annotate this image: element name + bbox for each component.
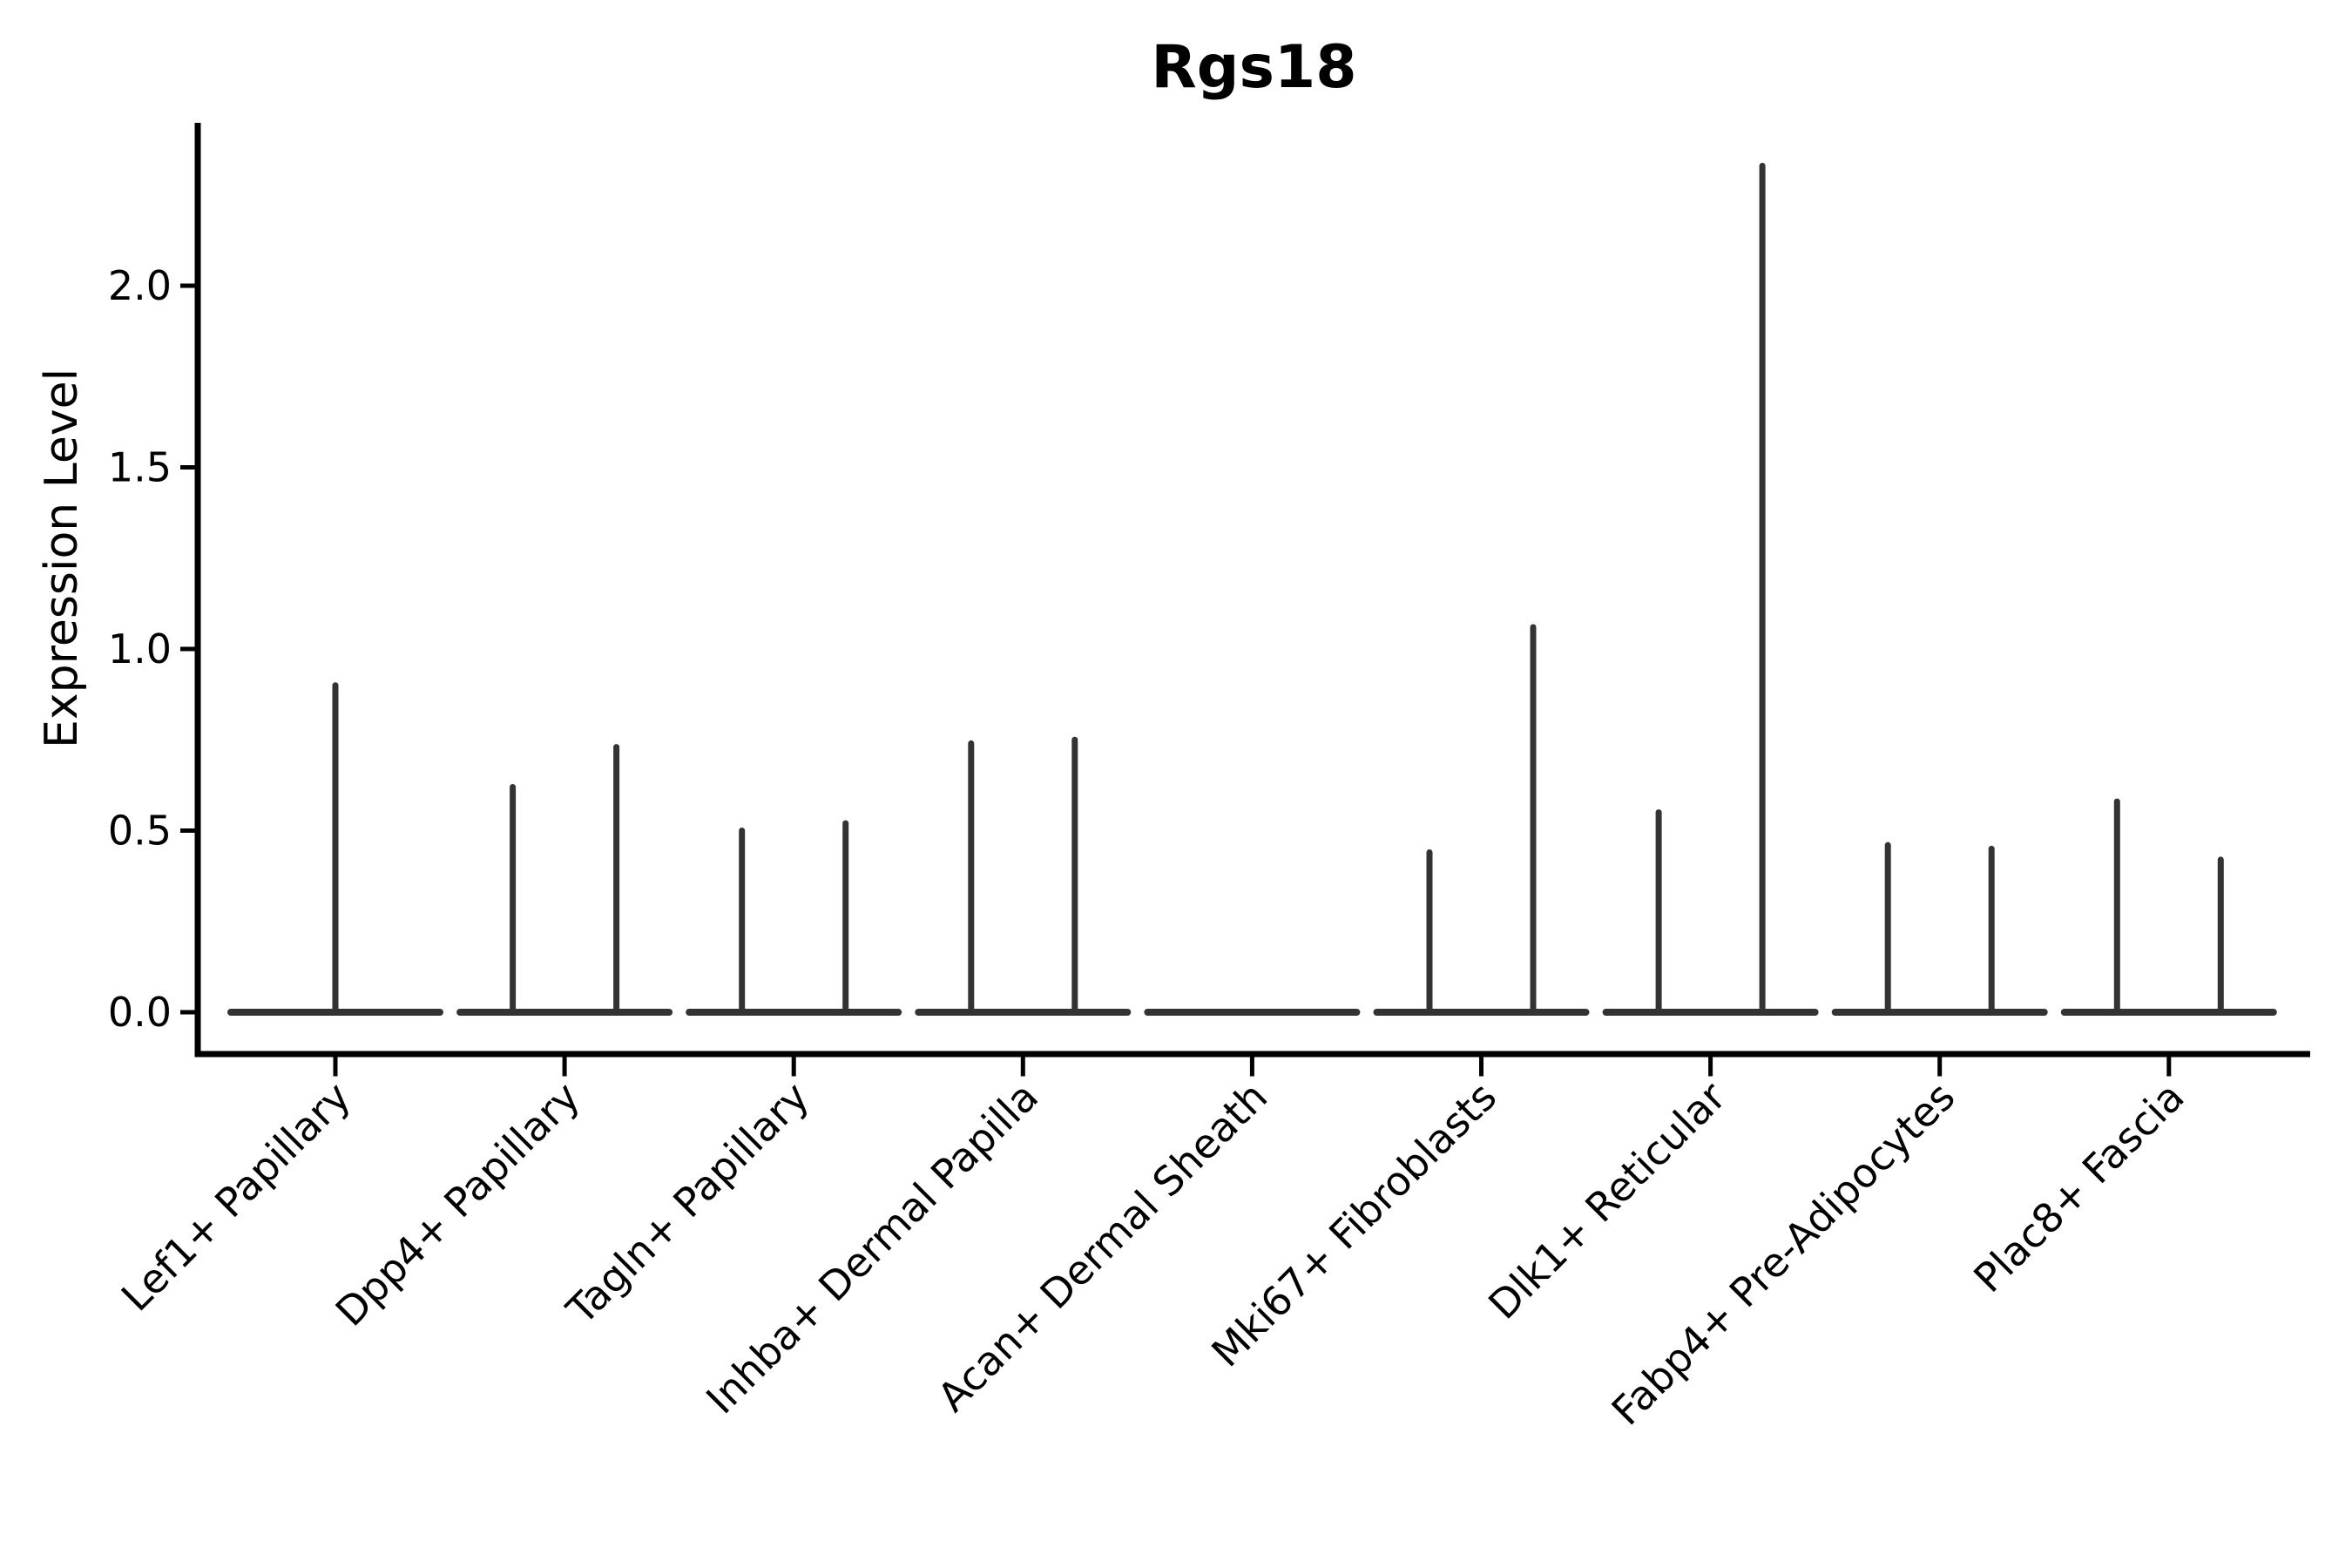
y-tick-label: 1.0 [108, 625, 172, 672]
y-tick-label: 2.0 [108, 262, 172, 309]
y-axis-label: Expression Level [36, 368, 88, 748]
y-tick-label: 1.5 [108, 444, 172, 491]
y-tick-label: 0.0 [108, 989, 172, 1036]
y-tick-label: 0.5 [108, 808, 172, 855]
chart-title: Rgs18 [1151, 33, 1356, 102]
